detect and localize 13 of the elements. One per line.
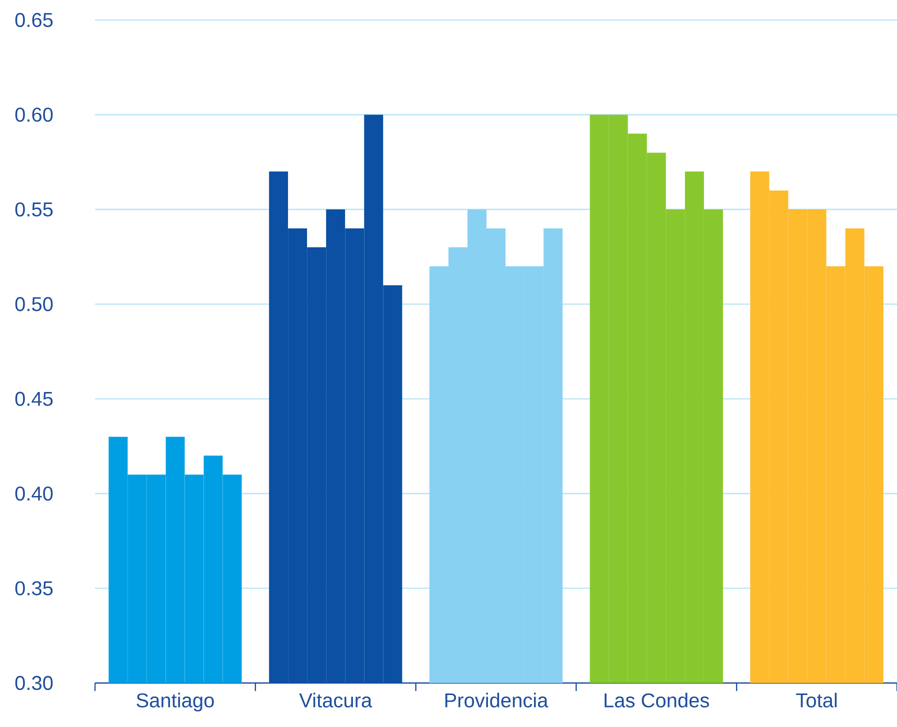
x-tick-label: Total (796, 692, 837, 708)
y-tick-label: 0.35 (15, 581, 53, 596)
y-tick-label: 0.30 (15, 676, 53, 690)
y-tick-label: 0.60 (15, 108, 53, 122)
y-tick-label: 0.40 (15, 486, 53, 501)
x-tick-label: Vitacura (299, 692, 372, 708)
x-tick-label: Providencia (445, 692, 548, 708)
y-tick-label: 0.45 (15, 392, 53, 406)
x-tick-label: Las Condes (604, 692, 709, 708)
x-tick-label: Santiago (136, 692, 214, 712)
y-tick-label: 0.65 (15, 12, 53, 28)
y-tick-label: 0.55 (15, 202, 53, 216)
y-tick-label: 0.50 (15, 297, 53, 312)
